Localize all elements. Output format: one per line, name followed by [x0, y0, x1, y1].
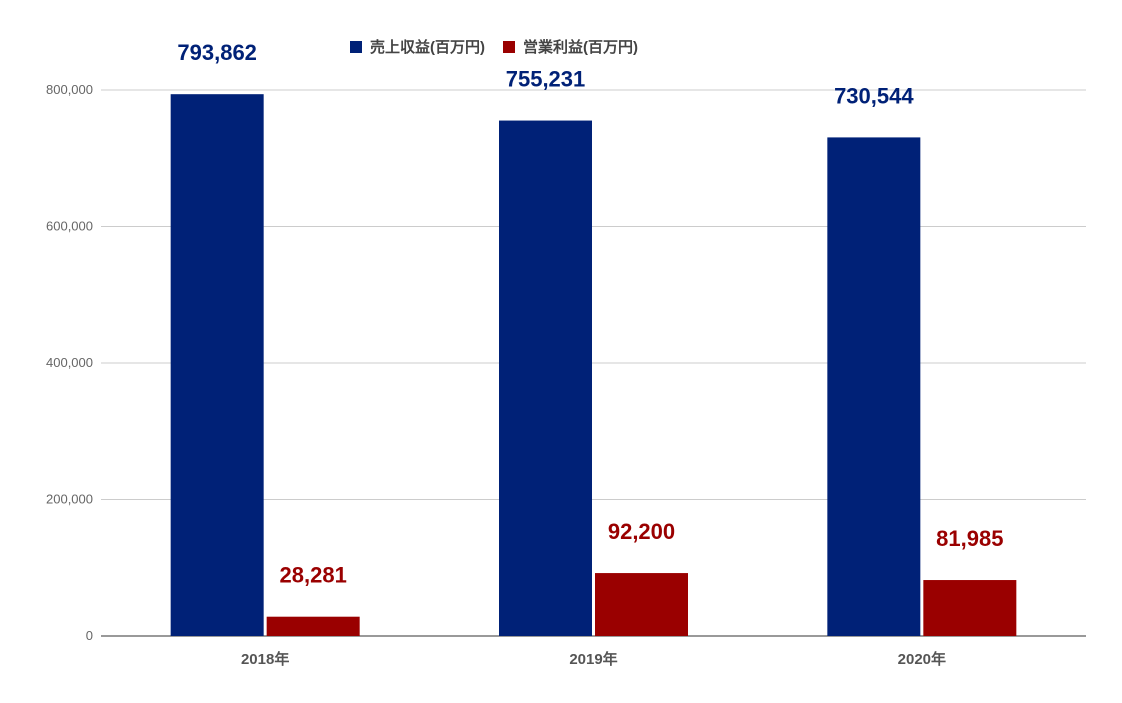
bar-revenue: [499, 120, 592, 637]
x-category-label: 2018年: [241, 650, 289, 668]
data-label: 81,985: [936, 526, 1003, 551]
bar-revenue: [170, 94, 264, 636]
data-label: 730,544: [834, 83, 914, 108]
legend-swatch-revenue: [350, 40, 362, 53]
x-category-label: 2019年: [569, 650, 617, 668]
y-tick-label: 400,000: [46, 355, 93, 370]
y-tick-label: 0: [86, 628, 93, 643]
y-tick-label: 200,000: [46, 492, 93, 507]
chart-legend: 売上収益(百万円) 営業利益(百万円): [350, 36, 656, 57]
data-label: 28,281: [280, 563, 347, 588]
bar-operating-profit: [266, 616, 360, 636]
bar-operating-profit: [923, 580, 1017, 636]
data-label: 755,231: [506, 67, 586, 92]
x-category-label: 2020年: [898, 650, 946, 668]
y-tick-label: 800,000: [46, 82, 93, 97]
bar-operating-profit: [595, 573, 688, 636]
data-label: 92,200: [608, 519, 675, 544]
legend-item-revenue: 売上収益(百万円): [350, 36, 485, 57]
data-label: 793,862: [177, 40, 257, 65]
legend-swatch-operating-profit: [503, 40, 515, 53]
y-tick-label: 600,000: [46, 219, 93, 234]
bar-revenue: [827, 137, 921, 636]
legend-item-operating-profit: 営業利益(百万円): [503, 36, 638, 57]
legend-label-revenue: 売上収益(百万円): [370, 39, 485, 56]
legend-label-operating-profit: 営業利益(百万円): [523, 39, 638, 56]
